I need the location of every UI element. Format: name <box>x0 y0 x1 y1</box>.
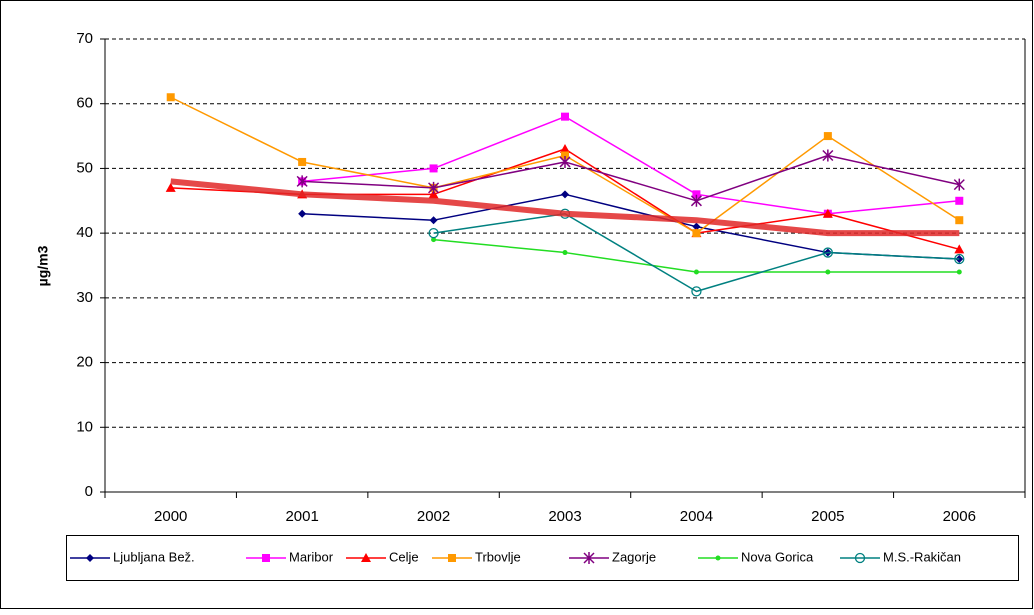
x-tick-label: 2001 <box>285 508 318 525</box>
marker <box>692 229 701 238</box>
marker <box>954 244 965 254</box>
marker <box>86 554 94 562</box>
legend-label: Maribor <box>289 549 334 564</box>
x-tick-label: 2006 <box>943 508 976 525</box>
series-line <box>302 115 960 215</box>
marker <box>954 253 965 265</box>
marker <box>583 552 595 564</box>
marker <box>296 175 308 188</box>
legend-label: Zagorje <box>612 549 656 564</box>
marker <box>560 144 570 154</box>
marker <box>431 237 437 243</box>
marker <box>822 247 834 258</box>
legend-label: Ljubljana Bež. <box>113 549 195 564</box>
marker <box>429 216 438 225</box>
marker <box>693 269 699 275</box>
marker <box>692 222 701 231</box>
marker <box>823 132 832 141</box>
series-line <box>170 178 960 237</box>
y-tick-label: 50 <box>76 159 93 176</box>
marker <box>715 555 721 561</box>
marker <box>298 157 307 166</box>
marker <box>559 155 571 168</box>
y-tick-label: 30 <box>76 289 93 306</box>
marker <box>361 553 371 562</box>
marker <box>692 190 701 199</box>
x-tick-label: 2000 <box>154 508 187 525</box>
marker <box>262 554 270 562</box>
marker <box>561 151 569 160</box>
marker <box>561 190 569 199</box>
series-line <box>302 154 960 202</box>
marker <box>298 209 307 218</box>
x-tick-label: 2005 <box>811 508 844 525</box>
x-tick-label: 2003 <box>548 508 581 525</box>
legend-label: M.S.-Rakičan <box>883 549 961 564</box>
y-axis-label: µg/m3 <box>35 245 51 286</box>
marker <box>690 194 702 207</box>
marker <box>165 182 176 192</box>
marker <box>822 208 833 218</box>
y-tick-label: 40 <box>76 224 93 241</box>
y-tick-label: 20 <box>76 354 93 371</box>
legend-label: Trbovlje <box>475 549 521 564</box>
legend-label: Nova Gorica <box>741 549 814 564</box>
marker <box>691 286 702 297</box>
marker <box>448 554 456 562</box>
marker <box>953 178 965 191</box>
marker <box>825 269 831 275</box>
marker <box>562 250 568 256</box>
marker <box>166 93 175 102</box>
marker <box>955 196 964 205</box>
marker <box>561 112 569 121</box>
marker <box>822 149 834 162</box>
y-tick-label: 70 <box>76 30 93 47</box>
x-tick-label: 2002 <box>417 508 450 525</box>
marker <box>956 269 962 275</box>
marker <box>429 164 438 173</box>
y-tick-label: 10 <box>76 418 93 435</box>
x-tick-label: 2004 <box>680 508 713 525</box>
marker <box>955 216 964 225</box>
legend-label: Celje <box>389 549 419 564</box>
y-tick-label: 0 <box>85 483 93 500</box>
series-line <box>433 212 960 293</box>
marker <box>854 552 866 564</box>
y-tick-label: 60 <box>76 95 93 112</box>
marker <box>428 181 440 194</box>
marker <box>428 227 439 239</box>
